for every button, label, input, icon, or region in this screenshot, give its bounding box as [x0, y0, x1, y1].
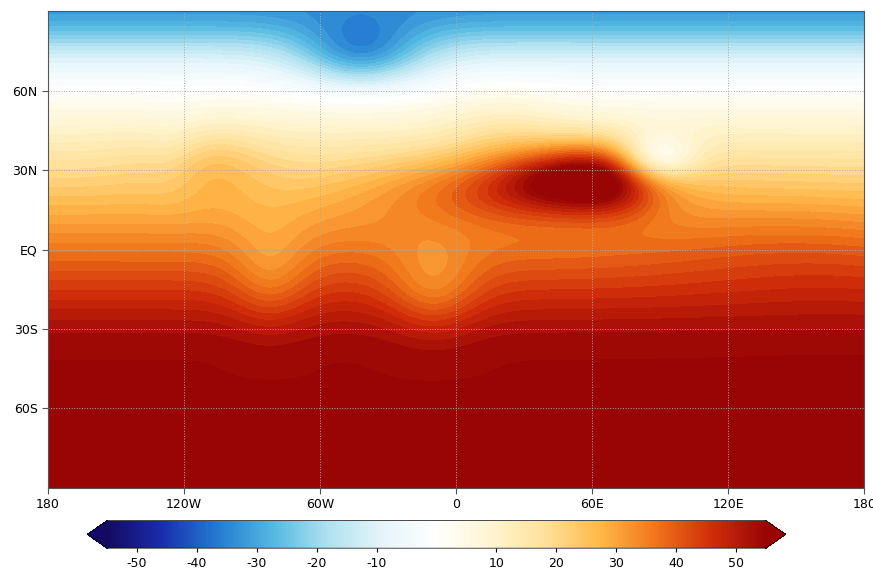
PathPatch shape: [87, 521, 107, 548]
PathPatch shape: [766, 521, 786, 548]
